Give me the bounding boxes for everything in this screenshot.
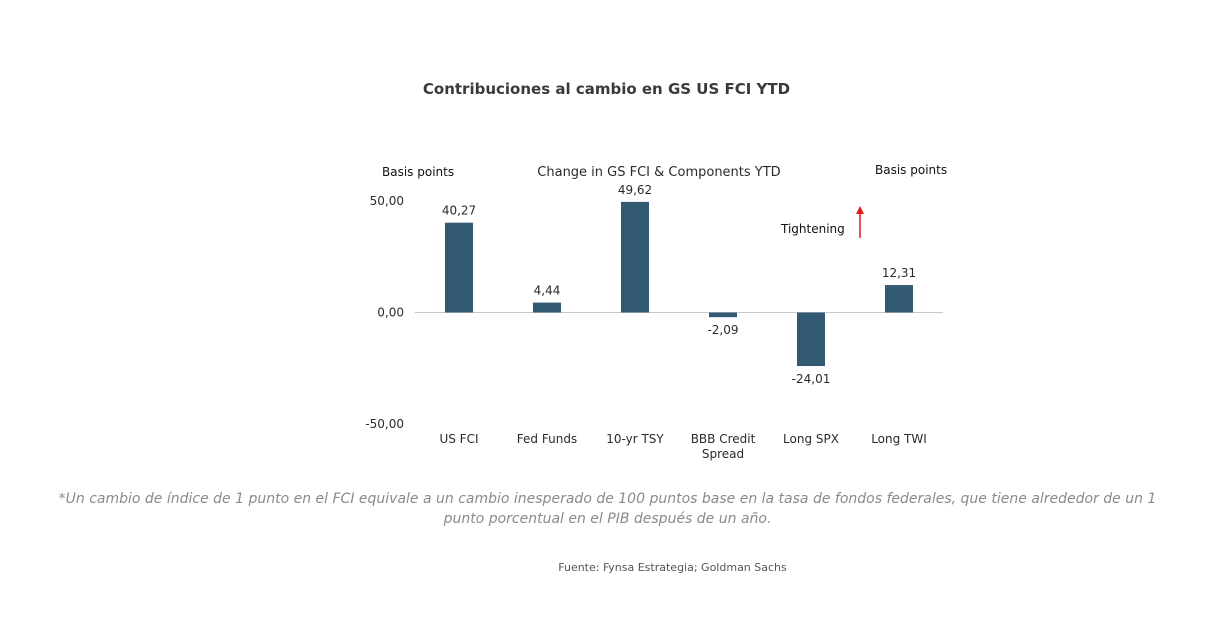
- tightening-arrow-icon: [856, 206, 864, 238]
- bar: [533, 302, 561, 313]
- x-tick-label: 10-yr TSY: [606, 432, 664, 446]
- x-tick-label: Fed Funds: [517, 432, 577, 446]
- source-note: Fuente: Fynsa Estrategia; Goldman Sachs: [558, 561, 787, 574]
- bar: [445, 222, 473, 313]
- data-label: 40,27: [442, 204, 476, 218]
- page-title: Contribuciones al cambio en GS US FCI YT…: [422, 80, 791, 98]
- data-label: -24,01: [792, 372, 831, 386]
- data-label: 49,62: [618, 183, 652, 197]
- bar: [709, 312, 737, 318]
- x-tick-label: Long TWI: [871, 432, 927, 446]
- footnote: *Un cambio de índice de 1 punto en el FC…: [58, 491, 1157, 527]
- x-tick-label: BBB Credit: [691, 432, 756, 446]
- data-label: 12,31: [882, 266, 916, 280]
- chart-title: Change in GS FCI & Components YTD: [537, 165, 780, 180]
- y-tick-label: 0,00: [377, 306, 404, 320]
- y-tick-label: -50,00: [365, 417, 404, 431]
- x-tick-label: Spread: [702, 447, 744, 461]
- data-label: -2,09: [707, 323, 738, 337]
- x-tick-label: Long SPX: [783, 432, 839, 446]
- y-axis-label-left: Basis points: [382, 165, 454, 179]
- tightening-annotation: Tightening: [780, 222, 845, 236]
- bar: [797, 312, 825, 367]
- y-axis-label-right: Basis points: [875, 163, 947, 177]
- bar: [621, 201, 649, 313]
- x-tick-label: US FCI: [439, 432, 478, 446]
- value-labels: 40,27 4,44 49,62 -2,09 -24,01 12,31: [442, 183, 916, 386]
- y-axis-ticks: 50,00 0,00 -50,00: [365, 194, 404, 431]
- bar: [885, 285, 913, 313]
- category-labels: US FCI Fed Funds 10-yr TSY BBB CreditSpread…: [439, 432, 926, 461]
- data-label: 4,44: [534, 284, 561, 298]
- bars: [445, 201, 913, 367]
- y-tick-label: 50,00: [370, 194, 404, 208]
